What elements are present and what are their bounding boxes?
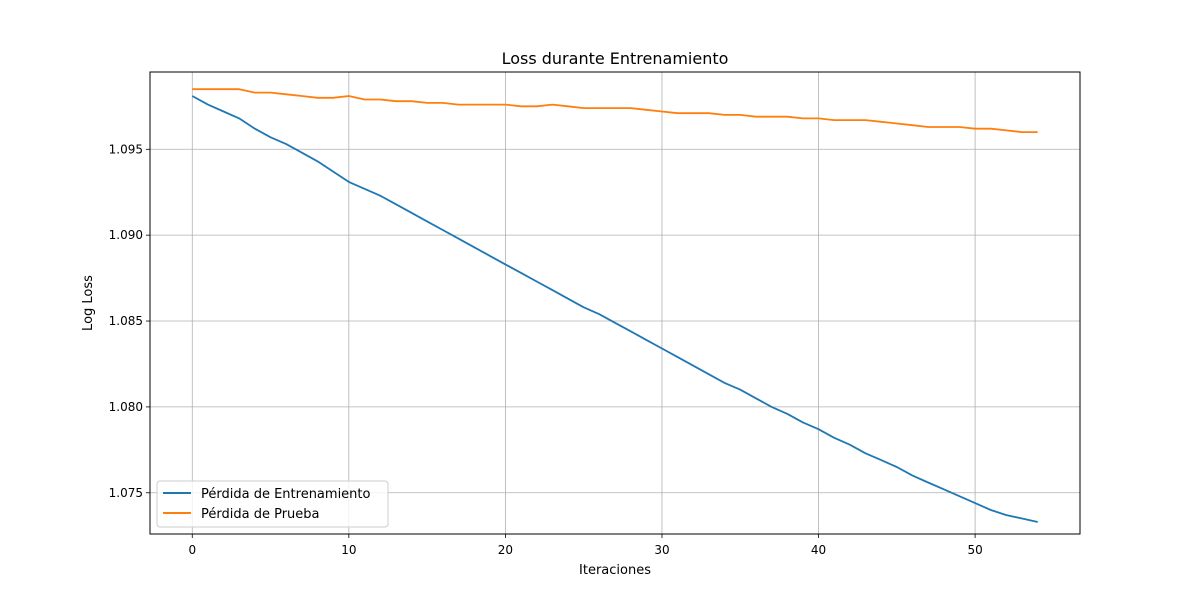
series-line-1 (192, 88, 1038, 134)
legend: Pérdida de Entrenamiento Pérdida de Prue… (156, 480, 389, 528)
x-tick-label: 30 (654, 543, 669, 557)
legend-label-training: Pérdida de Entrenamiento (201, 487, 371, 502)
axis-ticks: 0 10 20 30 40 50 1.075 1.080 1.085 1.090 1.095 (109, 142, 983, 557)
y-tick-label: 1.090 (109, 228, 143, 242)
x-tick-label: 50 (967, 543, 982, 557)
y-tick-label: 1.075 (109, 486, 143, 500)
chart-title: Loss durante Entrenamiento (502, 49, 729, 68)
y-tick-label: 1.080 (109, 400, 143, 414)
x-tick-label: 10 (341, 543, 356, 557)
plot-frame (149, 71, 1081, 535)
y-axis-label: Log Loss (81, 275, 96, 331)
grid-lines (150, 72, 1080, 534)
y-tick-label: 1.095 (109, 142, 143, 156)
y-tick-label: 1.085 (109, 314, 143, 328)
x-tick-label: 0 (188, 543, 196, 557)
series-line-0 (191, 95, 1038, 523)
series-lines (191, 88, 1038, 523)
x-tick-label: 20 (498, 543, 513, 557)
x-axis-label: Iteraciones (579, 563, 651, 578)
x-tick-label: 40 (811, 543, 826, 557)
legend-box (156, 480, 389, 528)
legend-label-test: Pérdida de Prueba (201, 507, 320, 522)
